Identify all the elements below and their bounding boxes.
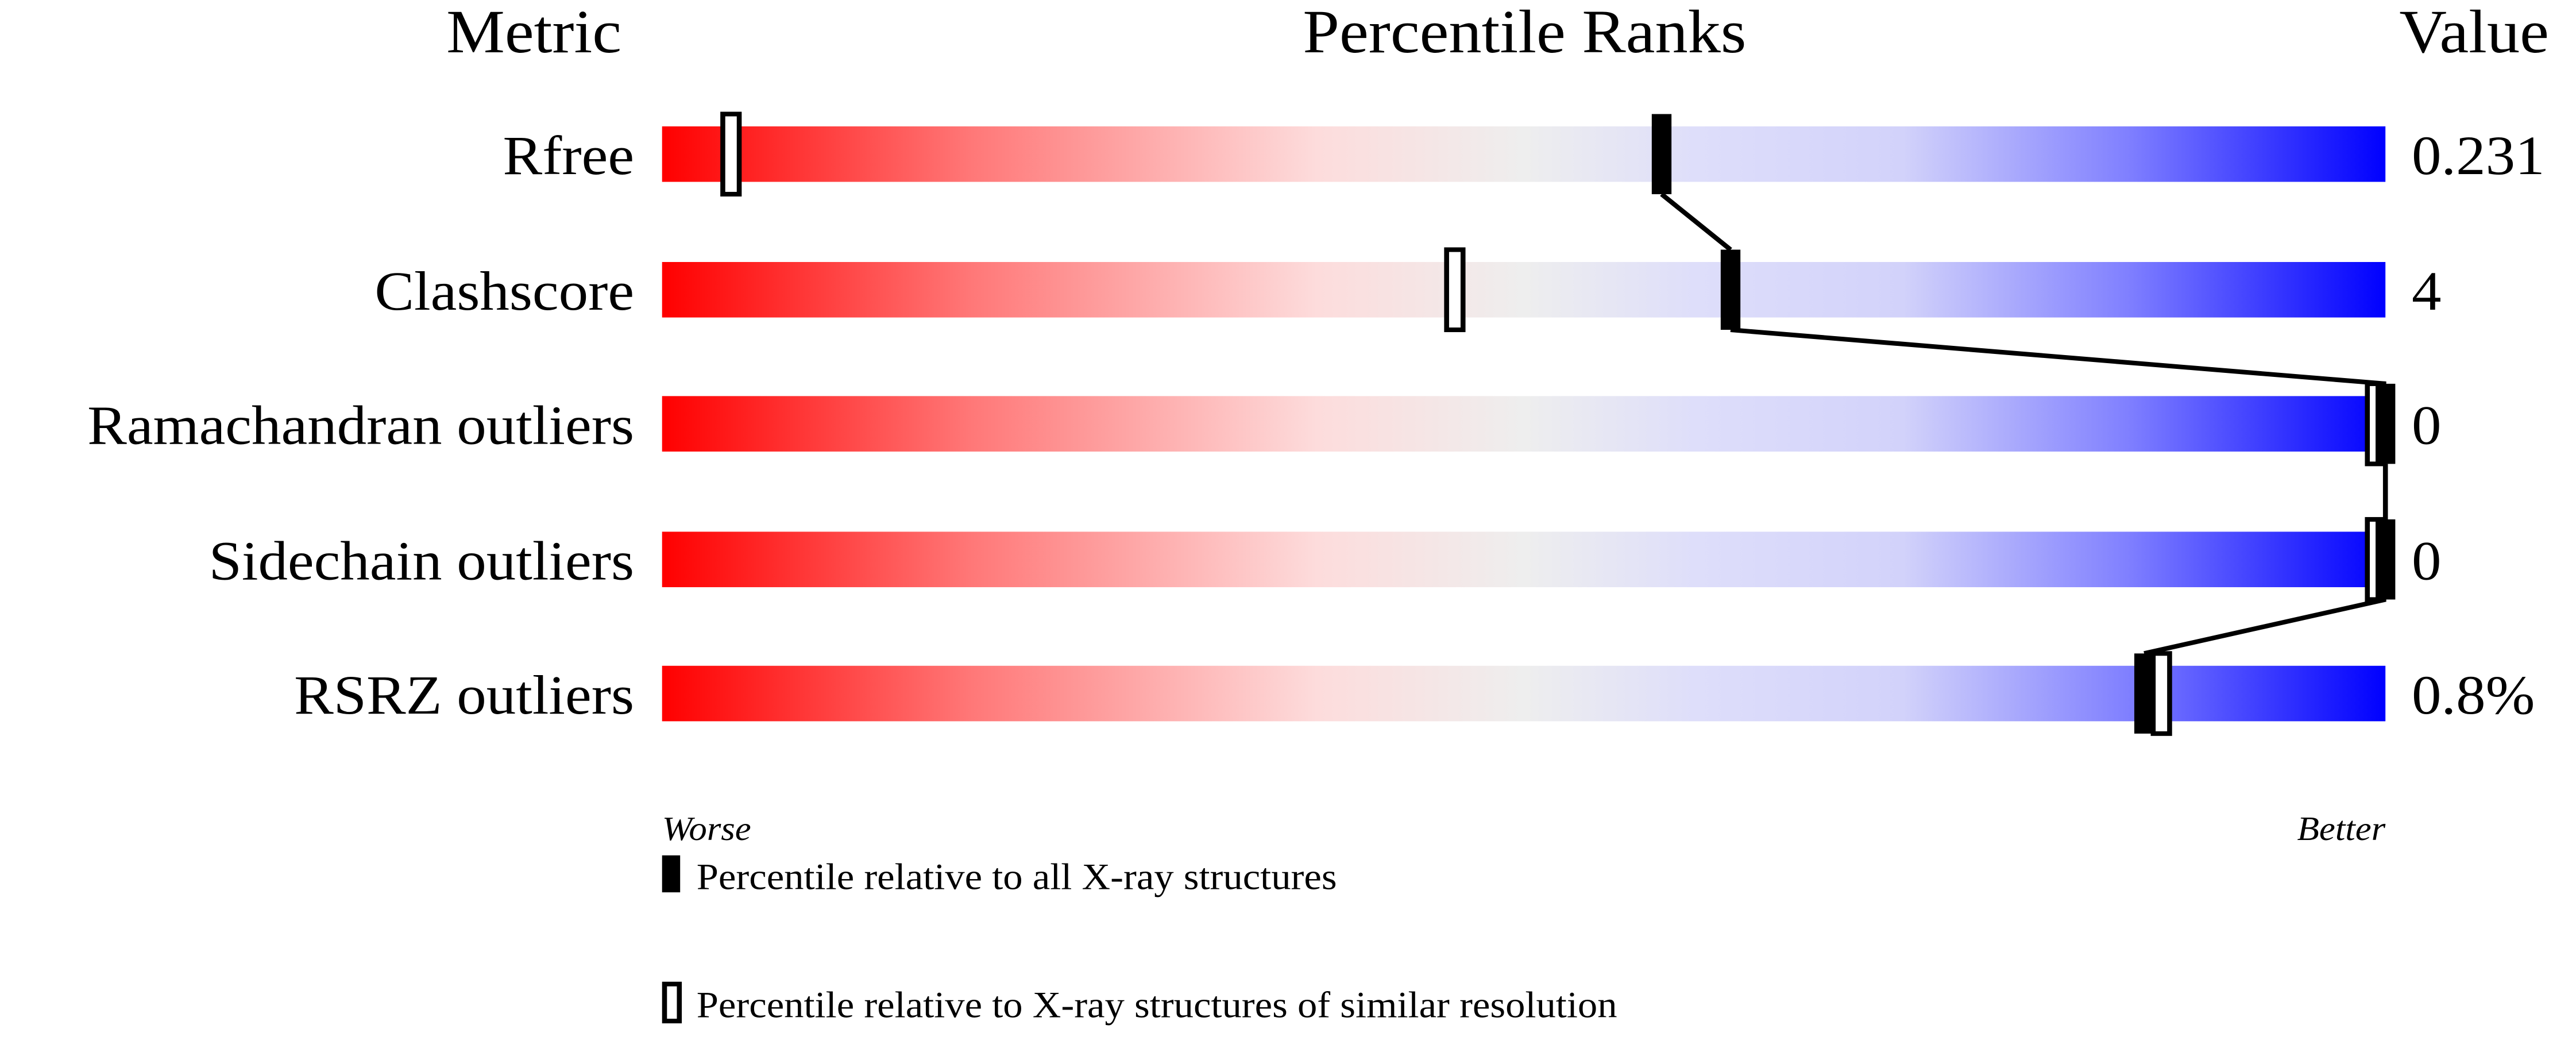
metric-label: Ramachandran outliers — [87, 394, 634, 456]
marker-similar-resolution — [2150, 651, 2172, 736]
marker-all-structures — [1720, 249, 1741, 330]
legend-filled-marker — [662, 855, 681, 893]
marker-all-structures — [2376, 519, 2396, 600]
marker-all-structures — [1651, 114, 1672, 194]
header-value: Value — [2399, 0, 2549, 66]
metric-label: RSRZ outliers — [294, 664, 634, 726]
marker-similar-resolution — [1444, 247, 1466, 333]
connector-line — [1660, 192, 1732, 252]
metric-value: 0 — [2412, 394, 2441, 456]
metric-label: Rfree — [503, 125, 634, 186]
percentile-bar — [662, 126, 2386, 182]
legend-label-all: Percentile relative to all X-ray structu… — [697, 857, 1337, 898]
metric-label: Sidechain outliers — [209, 530, 634, 591]
metric-value: 4 — [2412, 260, 2441, 322]
metric-value: 0.231 — [2412, 125, 2545, 186]
connector-line — [1730, 328, 2386, 386]
percentile-bar — [662, 262, 2386, 318]
axis-label-worse: Worse — [662, 811, 751, 848]
axis-label-better: Better — [2297, 811, 2385, 848]
legend-open-marker — [662, 981, 682, 1024]
percentile-bar — [662, 665, 2386, 722]
legend-label-similar: Percentile relative to X-ray structures … — [697, 985, 1617, 1026]
marker-all-structures — [2134, 653, 2154, 734]
marker-similar-resolution — [720, 111, 742, 196]
header-percentile-ranks: Percentile Ranks — [1303, 0, 1746, 66]
percentile-bar — [662, 531, 2386, 587]
metric-value: 0 — [2412, 530, 2441, 591]
metric-label: Clashscore — [374, 260, 634, 322]
percentile-bar — [662, 396, 2386, 452]
connector-line — [2144, 597, 2386, 656]
header-metric: Metric — [446, 0, 621, 66]
marker-all-structures — [2376, 383, 2396, 464]
metric-value: 0.8% — [2412, 664, 2535, 726]
